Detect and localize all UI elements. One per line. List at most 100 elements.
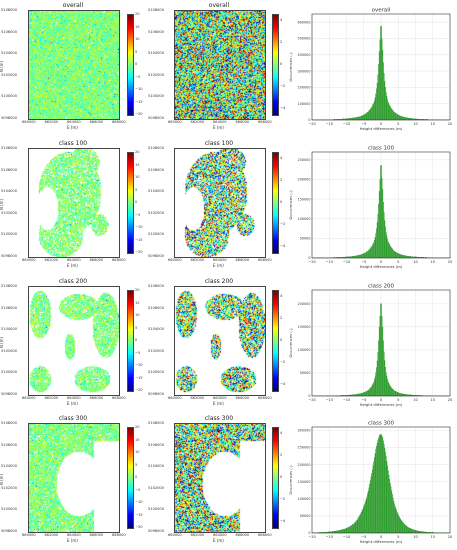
map-title: class 300 xyxy=(58,415,88,422)
histogram-bar xyxy=(406,255,408,259)
histogram-bar xyxy=(418,530,419,534)
histogram-bar xyxy=(400,520,402,534)
histogram-bar xyxy=(367,390,368,397)
map-x-tick: 664000 xyxy=(213,258,227,262)
histogram-bar xyxy=(398,253,400,259)
histogram-bar xyxy=(402,255,404,259)
histogram-bar xyxy=(367,112,368,121)
map-y-tick: 5104000 xyxy=(1,189,18,194)
colorbar-left-tick: 0 xyxy=(135,338,138,342)
histogram-bar xyxy=(403,393,404,397)
map-x-tick: 664000 xyxy=(67,396,81,400)
histogram-bar xyxy=(383,212,385,259)
histogram-bar xyxy=(380,165,382,259)
colorbar-left-tick: 0 xyxy=(135,62,138,66)
map-title: class 100 xyxy=(58,140,88,147)
map-x-tick: 660000 xyxy=(168,120,182,124)
histogram-bar xyxy=(412,529,413,534)
histogram-x-tick: 5 xyxy=(397,398,399,402)
map-x-label: E (m) xyxy=(213,125,224,130)
histogram-title: class 300 xyxy=(368,421,394,427)
histogram-x-tick: 10 xyxy=(413,260,418,264)
colorbar-left-tick: 10 xyxy=(135,37,140,41)
histogram-bar xyxy=(412,529,414,534)
histogram-bar xyxy=(382,326,384,397)
colorbar-middle-tick: 0 xyxy=(280,475,283,479)
histogram-bar xyxy=(345,528,347,534)
colorbar-middle-tick: 0 xyxy=(280,200,283,204)
colorbar-left-tick: 5 xyxy=(135,49,138,54)
colorbar-left-tick: −15 xyxy=(135,99,143,104)
figure-row: overall 5108000 5106000 5104000 5102000 51000… xyxy=(0,0,457,137)
histogram-bar xyxy=(366,112,368,121)
histogram-bar xyxy=(399,393,401,397)
histogram-bar xyxy=(365,391,366,397)
histogram-bar xyxy=(347,527,348,534)
histogram-bar xyxy=(376,446,377,534)
map-x-label: E (m) xyxy=(67,401,78,406)
colorbar-middle-tick: 4 xyxy=(280,294,283,298)
histogram-bar xyxy=(396,113,397,121)
map-y-tick: 5104000 xyxy=(1,327,18,332)
histogram-x-tick: −15 xyxy=(325,398,333,402)
map-x-label: E (m) xyxy=(213,538,224,543)
histogram-bar xyxy=(378,435,380,534)
histogram-bar xyxy=(385,92,387,121)
histogram-bar xyxy=(364,392,366,397)
histogram-x-tick: −20 xyxy=(308,535,316,539)
histogram-bar xyxy=(405,525,407,534)
map-x-tick: 660000 xyxy=(168,258,182,262)
map-y-tick: 5098000 xyxy=(148,254,165,258)
histogram-bar xyxy=(337,530,339,534)
histogram-bar xyxy=(365,499,367,534)
map-y-tick: 5106000 xyxy=(1,305,18,310)
histogram-bar xyxy=(404,524,406,534)
map-x-tick: 666000 xyxy=(235,120,250,124)
histogram-bar xyxy=(396,114,398,121)
map-y-tick: 5102000 xyxy=(148,210,165,215)
histogram-bar xyxy=(388,383,390,397)
histogram-x-tick: 20 xyxy=(448,122,453,126)
map-x-tick: 668000 xyxy=(112,396,126,400)
histogram-bar xyxy=(386,96,388,121)
histogram-bar xyxy=(362,115,364,121)
histogram-x-tick: −10 xyxy=(343,535,351,539)
histogram-bar xyxy=(405,255,406,259)
histogram-bar xyxy=(355,255,357,259)
colorbar-left-tick: −20 xyxy=(135,250,143,254)
histogram-x-label: Height differences (m) xyxy=(360,126,403,131)
colorbar-left-tick: −5 xyxy=(135,212,141,217)
map-title: class 200 xyxy=(58,278,88,285)
histogram-bar xyxy=(340,529,342,534)
colorbar-left-tick: −15 xyxy=(135,237,143,242)
histogram-bar xyxy=(405,117,407,121)
histogram-bar xyxy=(360,513,362,534)
histogram-bar xyxy=(398,515,399,534)
colorbar-middle-tick: 4 xyxy=(280,156,283,160)
histogram-bar xyxy=(365,113,366,121)
histogram-bar xyxy=(393,250,395,259)
histogram-x-tick: 5 xyxy=(397,260,399,264)
colorbar-middle xyxy=(272,14,279,116)
histogram-bar xyxy=(398,392,400,397)
histogram-x-tick: −10 xyxy=(343,398,351,402)
histogram-bar xyxy=(367,490,369,534)
histogram-bar xyxy=(369,484,370,534)
map-y-tick: 5098000 xyxy=(148,392,165,396)
histogram-bar xyxy=(373,242,375,259)
histogram-bar xyxy=(394,391,396,397)
histogram-bar xyxy=(400,254,402,259)
colorbar-left-tick: 0 xyxy=(135,475,138,479)
figure-row: class 300 5108000 5106000 5104000 5102000 510… xyxy=(0,413,457,550)
histogram-bar xyxy=(356,255,357,259)
histogram-bar xyxy=(356,519,358,534)
histogram-bar xyxy=(363,253,364,259)
colorbar-left-tick: 15 xyxy=(135,437,140,442)
histogram-bar xyxy=(367,251,368,259)
map-title: overall xyxy=(62,2,84,9)
map-x-tick: 668000 xyxy=(258,533,272,537)
map-title: class 300 xyxy=(204,415,234,422)
histogram-bar xyxy=(398,114,399,121)
figure-row: class 100 5108000 5106000 5104000 5102000 510… xyxy=(0,138,457,275)
map-x-tick: 662000 xyxy=(44,120,59,124)
